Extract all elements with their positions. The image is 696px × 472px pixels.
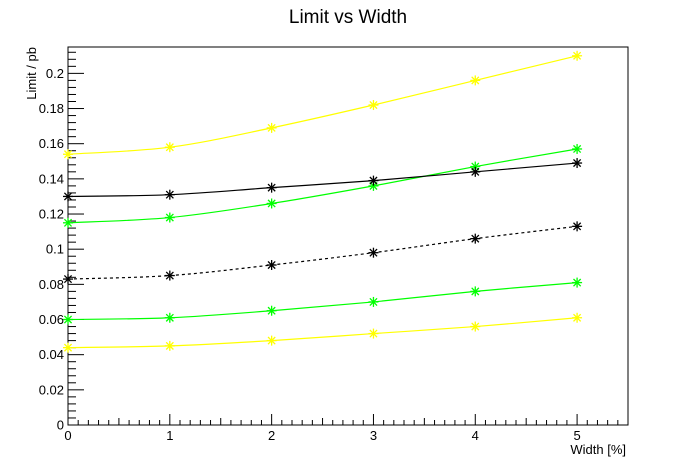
data-point-marker	[63, 274, 73, 285]
x-tick-label: 1	[166, 428, 173, 443]
data-point-marker	[164, 270, 175, 281]
data-point-marker	[470, 286, 481, 297]
data-point-marker	[164, 312, 175, 323]
data-point-marker	[164, 212, 175, 223]
x-axis-label: Width [%]	[570, 442, 626, 457]
x-tick-label: 4	[472, 428, 479, 443]
y-tick-label: 0.02	[39, 382, 64, 397]
y-tick-label: 0.12	[39, 207, 64, 222]
y-tick-label: 0.1	[46, 242, 64, 257]
data-point-marker	[368, 296, 379, 307]
y-tick-label: 0.18	[39, 101, 64, 116]
series-0	[63, 50, 583, 160]
y-tick-label: 0.2	[46, 66, 64, 81]
tick-labels: 0 1 2 3 4 5 0 0.02 0.04 0.06 0.08 0.1 0.12 0.14 0.16 0.…	[39, 66, 581, 443]
x-tick-label: 5	[573, 428, 580, 443]
data-point-marker	[63, 342, 73, 353]
data-point-marker	[164, 142, 175, 153]
x-tick-label: 0	[64, 428, 71, 443]
series-line	[67, 148, 578, 224]
data-point-marker	[572, 143, 583, 154]
data-point-marker	[470, 75, 481, 86]
data-point-marker	[63, 149, 73, 160]
series-4	[63, 277, 583, 325]
series-layer	[63, 50, 583, 353]
series-5	[63, 312, 583, 353]
data-point-marker	[470, 321, 481, 332]
data-point-marker	[63, 217, 73, 228]
data-point-marker	[266, 122, 277, 133]
y-tick-label: 0.04	[39, 347, 64, 362]
series-2	[63, 158, 583, 202]
data-point-marker	[266, 182, 277, 193]
axis-ticks	[67, 51, 629, 426]
y-tick-label: 0.14	[39, 171, 64, 186]
data-point-marker	[266, 198, 277, 209]
x-tick-label: 3	[370, 428, 377, 443]
data-point-marker	[470, 166, 481, 177]
y-tick-label: 0.08	[39, 277, 64, 292]
data-point-marker	[266, 335, 277, 346]
data-point-marker	[572, 312, 583, 323]
data-point-marker	[266, 260, 277, 271]
y-tick-label: 0	[57, 418, 64, 433]
y-axis-label: Limit / pb	[24, 47, 39, 100]
data-point-marker	[368, 328, 379, 339]
data-point-marker	[470, 233, 481, 244]
x-tick-label: 2	[268, 428, 275, 443]
y-tick-label: 0.06	[39, 312, 64, 327]
data-point-marker	[368, 175, 379, 186]
series-line	[67, 162, 578, 198]
series-line	[67, 225, 578, 280]
chart-title: Limit vs Width	[289, 7, 407, 28]
data-point-marker	[572, 277, 583, 288]
data-point-marker	[368, 247, 379, 258]
data-point-marker	[572, 50, 583, 61]
y-tick-label: 0.16	[39, 136, 64, 151]
series-line	[67, 55, 578, 155]
plot-frame	[67, 46, 629, 426]
data-point-marker	[266, 305, 277, 316]
data-point-marker	[368, 100, 379, 111]
data-point-marker	[164, 189, 175, 200]
series-line	[67, 317, 578, 349]
data-point-marker	[572, 158, 583, 169]
series-3	[63, 221, 583, 285]
data-point-marker	[63, 191, 73, 202]
series-line	[67, 281, 578, 321]
data-point-marker	[63, 314, 73, 325]
data-point-marker	[572, 221, 583, 232]
data-point-marker	[164, 340, 175, 351]
